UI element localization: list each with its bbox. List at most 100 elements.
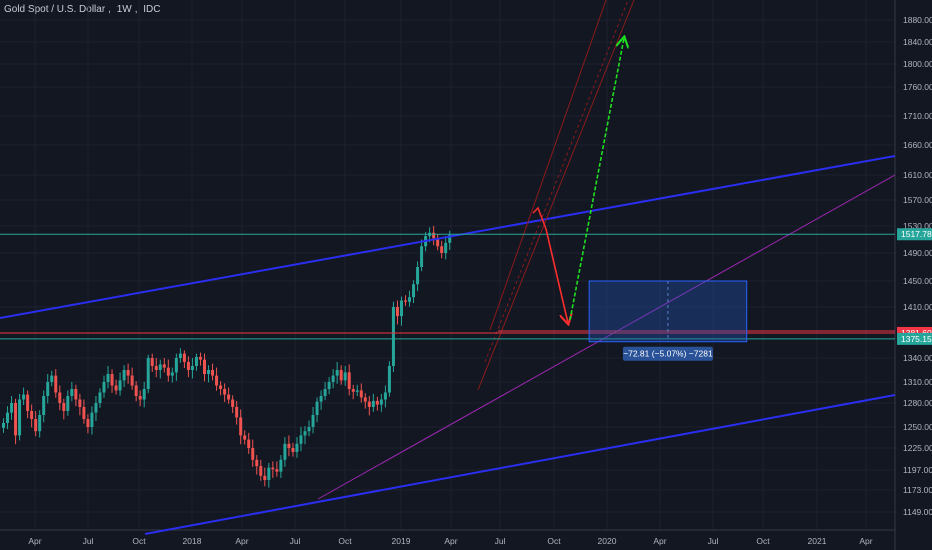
candle-body <box>416 267 420 285</box>
candle <box>46 374 50 404</box>
candle-body <box>383 392 387 400</box>
candle <box>42 390 46 423</box>
candle <box>299 427 303 452</box>
candle <box>303 426 307 445</box>
candle-body <box>46 382 50 396</box>
candle <box>383 385 387 408</box>
price-tick-label: 1880.00 <box>903 15 932 25</box>
candle <box>363 393 367 409</box>
candle <box>416 261 420 292</box>
candle <box>186 356 190 378</box>
candle <box>34 411 38 437</box>
time-tick-label: Jul <box>83 536 94 546</box>
forecast-peak-path <box>532 206 547 230</box>
candle-body <box>432 232 436 239</box>
candle <box>279 455 283 478</box>
candle <box>436 234 440 251</box>
candle <box>50 370 54 387</box>
candle <box>182 350 186 368</box>
candle <box>22 387 26 405</box>
lower-trendline <box>144 394 896 535</box>
candle-body <box>275 469 279 472</box>
candle-body <box>110 374 114 386</box>
candle <box>267 462 271 488</box>
candle-body <box>114 385 118 391</box>
candle <box>98 388 102 408</box>
price-tick-label: 1530.00 <box>903 221 932 231</box>
candle-body <box>395 307 399 317</box>
candle-body <box>106 374 110 382</box>
price-tick-label: 1410.00 <box>903 302 932 312</box>
candle-body <box>436 238 440 247</box>
candle <box>58 385 62 411</box>
candle-body <box>162 364 166 368</box>
candle <box>291 442 295 457</box>
candle <box>259 459 263 481</box>
candle <box>359 383 363 403</box>
candle <box>283 437 287 467</box>
candle-body <box>295 443 299 452</box>
candle-body <box>412 284 416 298</box>
candle <box>94 396 98 421</box>
candle-body <box>118 380 122 391</box>
candle <box>263 467 267 487</box>
candle <box>391 301 395 372</box>
candle <box>38 410 42 438</box>
candle <box>399 296 403 326</box>
candle-body <box>82 407 86 419</box>
candle-body <box>14 403 18 436</box>
candle-body <box>30 411 34 419</box>
time-tick-label: 2019 <box>392 536 411 546</box>
candle-body <box>126 370 130 376</box>
candle <box>142 382 146 408</box>
candle <box>54 369 58 398</box>
candle <box>243 430 247 445</box>
candle-body <box>26 394 30 411</box>
forecast-down-arrow <box>545 228 568 323</box>
candle <box>190 358 194 379</box>
price-badge-label: 1517.78 <box>901 229 932 239</box>
candle-body <box>379 399 383 405</box>
candle <box>150 353 154 372</box>
candle-body <box>10 403 14 413</box>
candle-body <box>339 370 343 381</box>
candle-body <box>444 242 448 253</box>
candle-body <box>198 356 202 360</box>
candle <box>203 353 206 382</box>
candle <box>66 390 70 416</box>
candle <box>174 353 178 381</box>
candle-body <box>231 399 235 407</box>
candle-body <box>130 375 134 386</box>
price-tick-label: 1490.00 <box>903 248 932 258</box>
measure-label-bg <box>622 346 713 361</box>
candle <box>323 382 327 401</box>
candle-body <box>22 394 26 400</box>
candle-body <box>363 397 367 402</box>
candle <box>231 395 235 413</box>
candle-body <box>146 358 150 389</box>
price-tick-label: 1570.00 <box>903 195 932 205</box>
time-tick-label: Apr <box>859 536 872 546</box>
candle <box>166 359 170 382</box>
price-badge <box>897 228 932 241</box>
candle-body <box>211 370 215 376</box>
price-tick-label: 1250.00 <box>903 422 932 432</box>
price-tick-label: 1450.00 <box>903 276 932 286</box>
candle <box>339 365 343 385</box>
price-badge <box>897 332 932 345</box>
candle-body <box>34 419 38 432</box>
candle <box>287 435 291 457</box>
candle <box>126 363 130 384</box>
candle <box>347 364 351 396</box>
candle <box>134 381 138 402</box>
price-tick-label: 1173.00 <box>903 485 932 495</box>
candle <box>251 439 255 467</box>
time-tick-label: Oct <box>338 536 352 546</box>
candle-body <box>448 234 452 243</box>
price-tick-label: 1660.00 <box>903 140 932 150</box>
time-tick-label: Jul <box>708 536 719 546</box>
candle-body <box>335 370 339 376</box>
candle <box>122 365 126 387</box>
candle-body <box>66 396 70 411</box>
